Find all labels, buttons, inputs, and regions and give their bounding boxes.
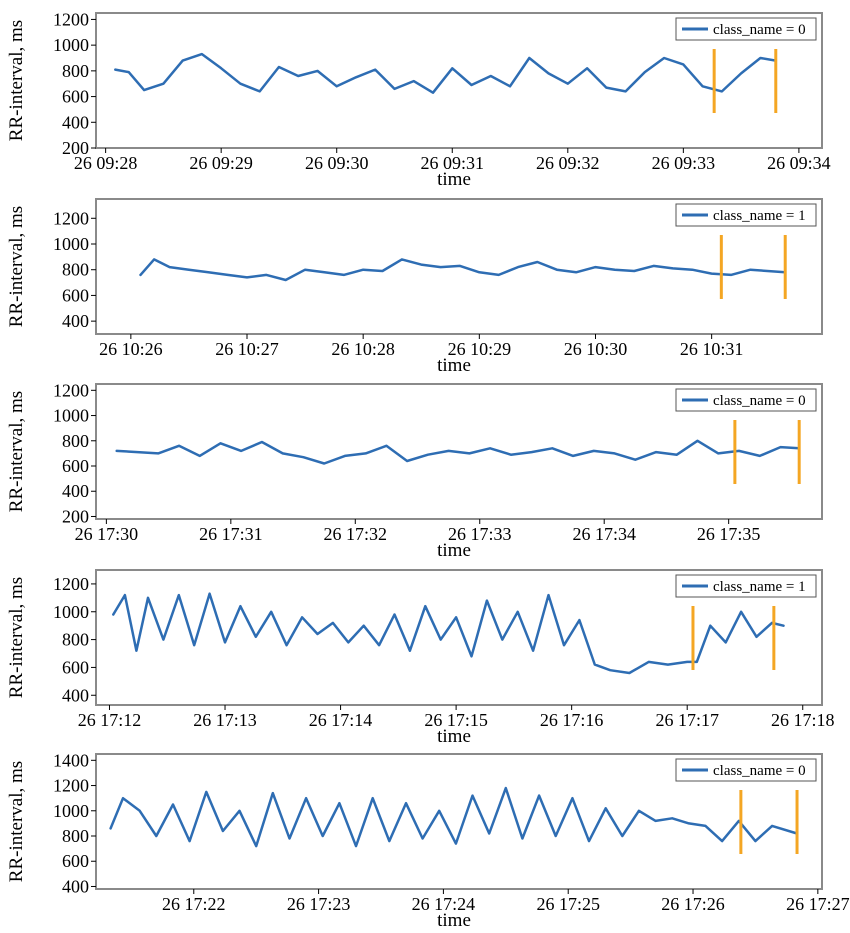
x-tick-label: 26 10:27 [215,339,279,359]
plot-frame [95,383,823,520]
y-tick-label: 800 [62,260,89,280]
y-tick-label: 400 [62,112,89,132]
legend-label: class_name = 1 [713,208,806,224]
rr-series-line [115,439,801,465]
x-tick-label: 26 10:28 [331,339,395,359]
x-tick-label: 26 17:13 [193,710,257,730]
x-tick-label: 26 17:26 [661,894,725,914]
y-tick-label: 600 [62,456,89,476]
chart-panel-3: 200 400 600 800 1000 1200 26 17:30 26 17:31 26 1… [6,380,823,561]
chart-panel-5: 400 600 800 1000 1200 1400 26 17:22 26 17:23 26 … [6,750,850,931]
y-tick-label: 800 [62,61,89,81]
y-tick-label: 1000 [53,406,89,426]
x-tick-label: 26 09:32 [536,153,600,173]
x-tick-label: 26 17:22 [162,894,226,914]
y-tick-label: 800 [62,826,89,846]
y-tick-label: 1200 [53,574,89,594]
y-tick-label: 800 [62,630,89,650]
x-tick-label: 26 17:35 [697,524,761,544]
x-axis-label: time [437,355,471,376]
y-tick-label: 1000 [53,234,89,254]
y-axis-label: RR-interval, ms [6,577,27,698]
y-tick-label: 800 [62,431,89,451]
y-tick-label: 1200 [53,9,89,29]
x-tick-label: 26 10:30 [564,339,628,359]
x-tick-label: 26 09:28 [74,153,138,173]
y-axis-label: RR-interval, ms [6,391,27,512]
y-tick-label: 1000 [53,35,89,55]
legend-box [675,17,817,41]
x-tick-label: 26 17:24 [412,894,476,914]
x-tick-label: 26 17:23 [287,894,351,914]
x-tick-label: 26 09:29 [189,153,253,173]
plot-frame [95,12,823,149]
y-axis-label: RR-interval, ms [6,20,27,141]
x-tick-label: 26 17:31 [199,524,263,544]
x-tick-label: 26 17:14 [309,710,373,730]
y-tick-label: 600 [62,657,89,677]
legend-label: class_name = 0 [713,763,806,779]
x-tick-label: 26 10:26 [99,339,163,359]
x-axis-label: time [437,726,471,747]
x-tick-label: 26 10:31 [680,339,744,359]
x-axis-label: time [437,540,471,561]
legend-box [675,758,817,782]
x-axis-label: time [437,910,471,931]
legend-box [675,203,817,227]
x-axis-label: time [437,169,471,190]
x-tick-label: 26 17:17 [655,710,719,730]
y-tick-label: 1200 [53,776,89,796]
legend-box [675,574,817,598]
rr-series-line [109,786,799,848]
x-tick-label: 26 09:33 [652,153,716,173]
y-tick-label: 600 [62,851,89,871]
y-tick-label: 1400 [53,750,89,770]
y-axis-label: RR-interval, ms [6,761,27,882]
y-tick-label: 600 [62,87,89,107]
legend-label: class_name = 1 [713,579,806,595]
y-tick-label: 400 [62,685,89,705]
x-tick-label: 26 09:34 [767,153,831,173]
y-tick-label: 1000 [53,801,89,821]
rr-series-line [112,592,785,675]
chart-panel-1: 200 400 600 800 1000 1200 26 09:28 26 09:29 26 0… [6,9,831,190]
x-tick-label: 26 17:32 [324,524,388,544]
y-tick-label: 400 [62,876,89,896]
x-tick-label: 26 17:15 [424,710,488,730]
x-tick-label: 26 10:29 [448,339,512,359]
y-tick-label: 600 [62,285,89,305]
x-tick-label: 26 17:16 [540,710,604,730]
y-tick-label: 400 [62,481,89,501]
y-axis-label: RR-interval, ms [6,206,27,327]
x-tick-label: 26 17:27 [786,894,850,914]
rr-series-line [114,52,778,94]
chart-panel-4: 400 600 800 1000 1200 26 17:12 26 17:13 26 17:1… [6,569,835,747]
y-tick-label: 200 [62,506,89,526]
x-tick-label: 26 17:18 [771,710,835,730]
x-tick-label: 26 09:30 [305,153,369,173]
y-tick-label: 400 [62,311,89,331]
x-tick-label: 26 17:33 [448,524,512,544]
x-tick-label: 26 17:34 [572,524,636,544]
plot-frame [95,198,823,335]
x-tick-label: 26 09:31 [421,153,485,173]
plot-frame [95,753,823,890]
y-tick-label: 1000 [53,602,89,622]
y-tick-label: 1200 [53,380,89,400]
y-tick-label: 1200 [53,208,89,228]
legend-label: class_name = 0 [713,22,806,38]
x-tick-label: 26 17:30 [75,524,139,544]
legend-label: class_name = 0 [713,393,806,409]
rr-series-line [139,258,787,282]
y-tick-label: 200 [62,138,89,158]
chart-panel-2: 400 600 800 1000 1200 26 10:26 26 10:27 26 10:2… [6,198,823,376]
legend-box [675,388,817,412]
plot-frame [95,569,823,706]
x-tick-label: 26 17:12 [78,710,142,730]
x-tick-label: 26 17:25 [536,894,600,914]
